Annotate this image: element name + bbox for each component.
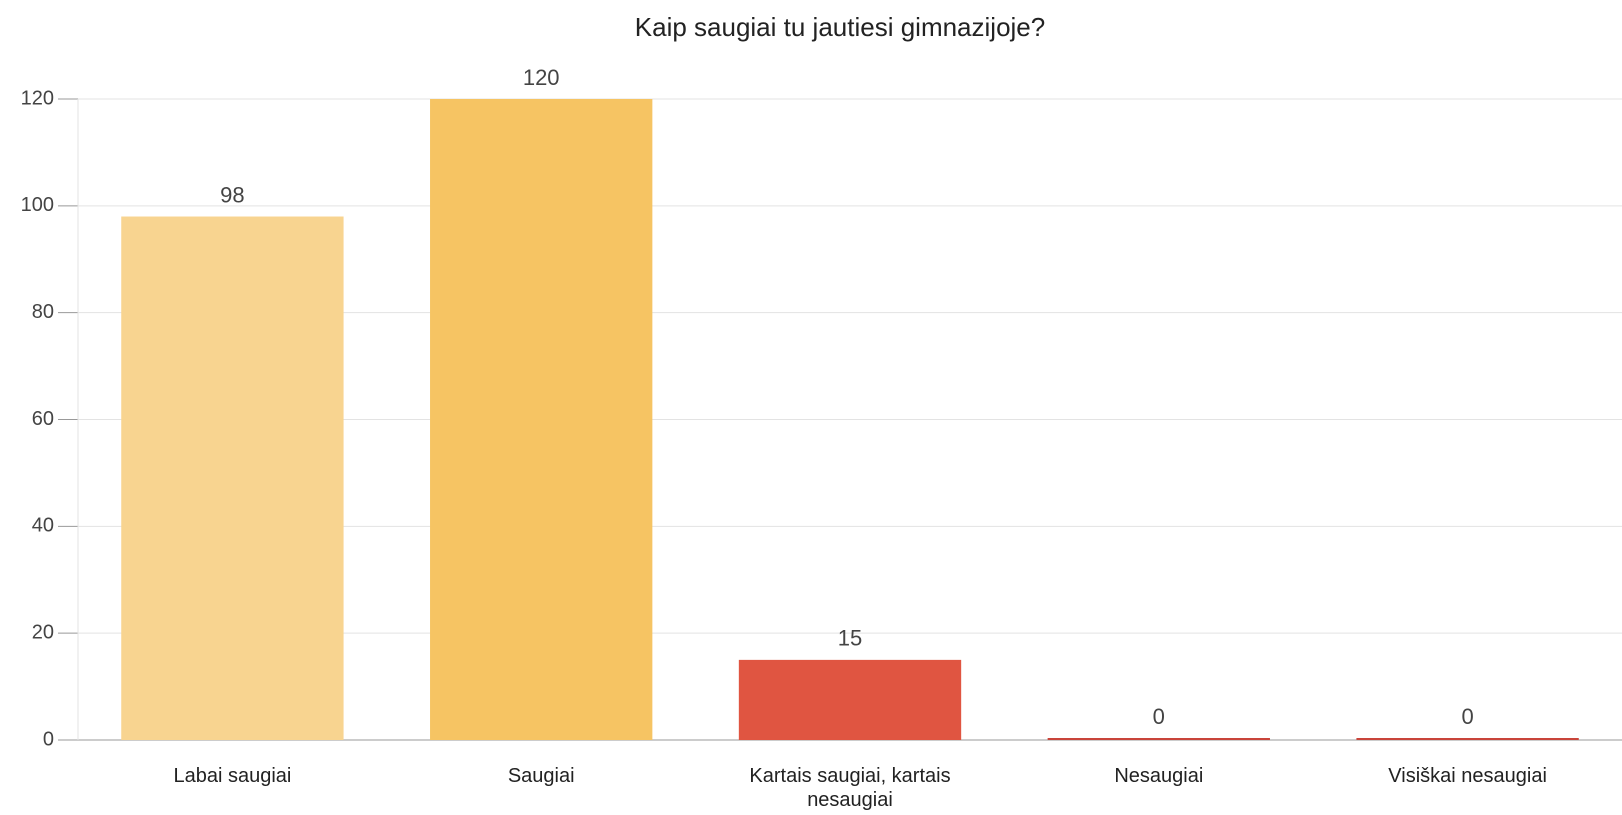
bar <box>1356 738 1579 740</box>
x-tick-label: Visiškai nesaugiai <box>1388 765 1547 787</box>
bar <box>738 659 962 740</box>
y-tick-label: 40 <box>32 515 54 537</box>
y-tick-label: 0 <box>43 728 54 750</box>
bar <box>121 216 344 740</box>
data-label: 120 <box>523 65 560 90</box>
y-tick-label: 100 <box>21 194 54 216</box>
x-tick-label: Labai saugiai <box>173 765 292 787</box>
x-tick-label: Nesaugiai <box>1114 765 1204 787</box>
x-tick-label: Saugiai <box>507 765 575 787</box>
data-label: 98 <box>220 182 244 207</box>
data-label: 15 <box>838 626 862 651</box>
y-tick-label: 120 <box>21 87 54 109</box>
chart-title: Kaip saugiai tu jautiesi gimnazijoje? <box>635 12 1045 42</box>
y-tick-label: 80 <box>32 301 54 323</box>
data-label: 0 <box>1461 704 1473 729</box>
x-tick-label: Kartais saugiai, kartais nesaugiai <box>749 765 951 811</box>
bar <box>430 99 653 740</box>
y-tick-label: 20 <box>32 621 54 643</box>
bar <box>1047 738 1270 740</box>
y-tick-label: 60 <box>32 408 54 430</box>
data-label: 0 <box>1153 704 1165 729</box>
